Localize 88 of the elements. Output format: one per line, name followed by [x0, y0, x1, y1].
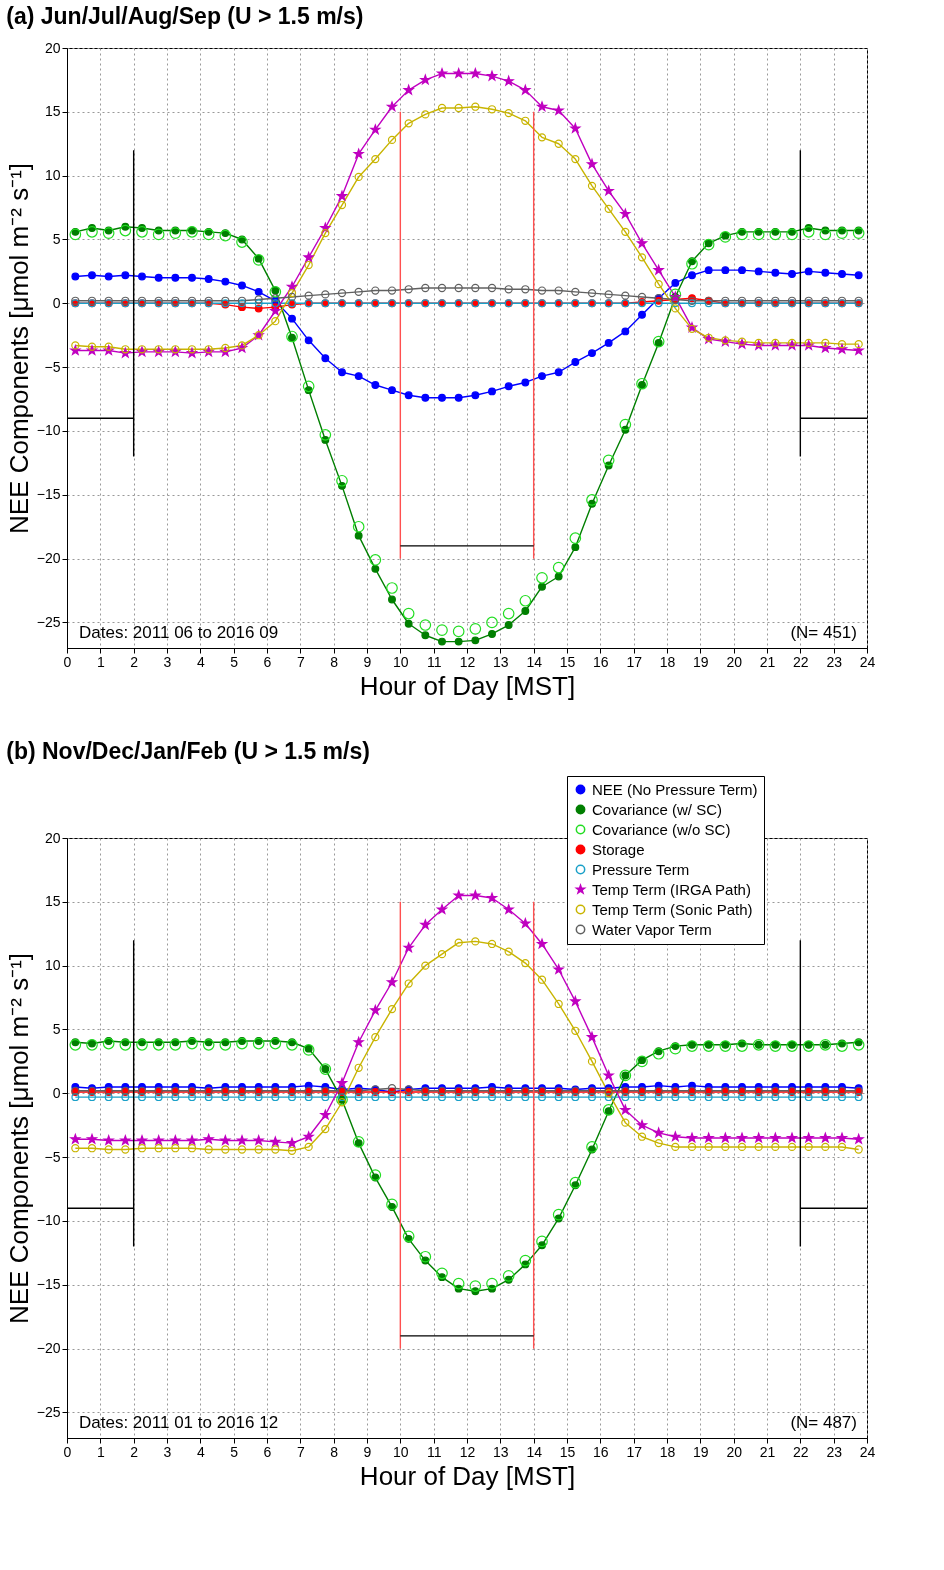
x-tick-label: 23: [826, 653, 843, 670]
x-tick-label: 18: [659, 653, 676, 670]
y-tick-label: 5: [52, 230, 61, 247]
y-tick-label: −25: [36, 613, 61, 630]
x-tick-label: 4: [196, 1443, 205, 1460]
chart-title: (b) Nov/Dec/Jan/Feb (U > 1.5 m/s): [6, 737, 370, 764]
x-tick-label: 8: [330, 653, 339, 670]
y-axis-title: NEE Components [μmol m⁻² s⁻¹]: [3, 952, 34, 1325]
x-tick-label: 12: [459, 1443, 476, 1460]
x-tick-label: 2: [130, 1443, 139, 1460]
annotation: Dates: 2011 01 to 2016 12: [79, 1413, 279, 1432]
x-tick-label: 4: [196, 653, 205, 670]
x-tick-label: 15: [559, 653, 576, 670]
x-tick-label: 11: [426, 653, 442, 670]
x-tick-label: 24: [859, 653, 876, 670]
x-tick-label: 20: [726, 653, 743, 670]
x-tick-label: 9: [363, 653, 372, 670]
x-tick-label: 0: [63, 653, 72, 670]
y-tick-label: −15: [36, 486, 61, 503]
annotation: (N= 451): [790, 623, 857, 642]
x-tick-label: 16: [593, 653, 609, 670]
x-tick-label: 13: [493, 1443, 509, 1460]
y-tick-label: 0: [52, 294, 61, 311]
x-tick-label: 13: [493, 653, 509, 670]
x-axis-title: Hour of Day [MST]: [359, 670, 576, 701]
x-tick-label: 20: [726, 1443, 743, 1460]
x-tick-label: 23: [826, 1443, 843, 1460]
x-tick-label: 10: [393, 1443, 409, 1460]
legend-label: Temp Term (IRGA Path): [592, 880, 751, 898]
x-tick-label: 17: [626, 653, 643, 670]
annotation: Dates: 2011 06 to 2016 09: [79, 623, 279, 642]
legend-label: Covariance (w/ SC): [592, 800, 723, 818]
x-tick-label: 16: [593, 1443, 609, 1460]
y-tick-label: −20: [36, 1340, 61, 1357]
y-tick-label: −10: [36, 1212, 61, 1229]
x-tick-label: 15: [559, 1443, 576, 1460]
y-tick-label: 20: [44, 39, 61, 56]
y-tick-label: −20: [36, 550, 61, 567]
y-tick-label: 10: [44, 167, 61, 184]
x-tick-label: 5: [230, 1443, 239, 1460]
x-tick-label: 10: [393, 653, 409, 670]
y-tick-label: −5: [44, 1148, 61, 1165]
x-tick-label: 1: [96, 653, 105, 670]
x-tick-label: 6: [263, 1443, 272, 1460]
y-tick-label: −25: [36, 1403, 61, 1420]
x-tick-label: 22: [793, 653, 809, 670]
x-tick-label: 7: [296, 653, 305, 670]
x-tick-label: 11: [426, 1443, 442, 1460]
x-tick-label: 22: [793, 1443, 809, 1460]
x-tick-label: 14: [526, 1443, 543, 1460]
x-tick-label: 19: [693, 1443, 709, 1460]
y-tick-label: −10: [36, 422, 61, 439]
legend-label: Storage: [592, 840, 645, 858]
x-tick-label: 19: [693, 653, 709, 670]
y-tick-label: 20: [44, 829, 61, 846]
y-tick-label: −5: [44, 358, 61, 375]
x-tick-label: 9: [363, 1443, 372, 1460]
chart-title: (a) Jun/Jul/Aug/Sep (U > 1.5 m/s): [6, 3, 364, 29]
annotation: (N= 487): [790, 1413, 857, 1432]
x-tick-label: 12: [459, 653, 476, 670]
legend-label: Pressure Term: [592, 860, 690, 878]
x-tick-label: 21: [759, 1443, 776, 1460]
legend-label: Water Vapor Term: [592, 920, 712, 938]
x-tick-label: 7: [296, 1443, 305, 1460]
x-tick-label: 6: [263, 653, 272, 670]
y-tick-label: 15: [44, 893, 61, 910]
x-tick-label: 14: [526, 653, 543, 670]
y-tick-label: 15: [44, 103, 61, 120]
x-tick-label: 8: [330, 1443, 339, 1460]
x-tick-label: 0: [63, 1443, 72, 1460]
x-tick-label: 18: [659, 1443, 676, 1460]
x-tick-label: 3: [163, 1443, 172, 1460]
y-tick-label: 5: [52, 1020, 61, 1037]
legend-label: NEE (No Pressure Term): [592, 780, 758, 798]
x-tick-label: 5: [230, 653, 239, 670]
legend-label: Covariance (w/o SC): [592, 820, 731, 838]
x-tick-label: 1: [96, 1443, 105, 1460]
y-tick-label: 10: [44, 957, 61, 974]
x-tick-label: 2: [130, 653, 139, 670]
y-axis-title: NEE Components [μmol m⁻² s⁻¹]: [3, 162, 34, 535]
x-tick-label: 17: [626, 1443, 643, 1460]
y-tick-label: 0: [52, 1084, 61, 1101]
x-tick-label: 21: [759, 653, 776, 670]
y-tick-label: −15: [36, 1276, 61, 1293]
x-axis-title: Hour of Day [MST]: [359, 1460, 576, 1491]
x-tick-label: 3: [163, 653, 172, 670]
legend-label: Temp Term (Sonic Path): [592, 900, 753, 918]
x-tick-label: 24: [859, 1443, 876, 1460]
